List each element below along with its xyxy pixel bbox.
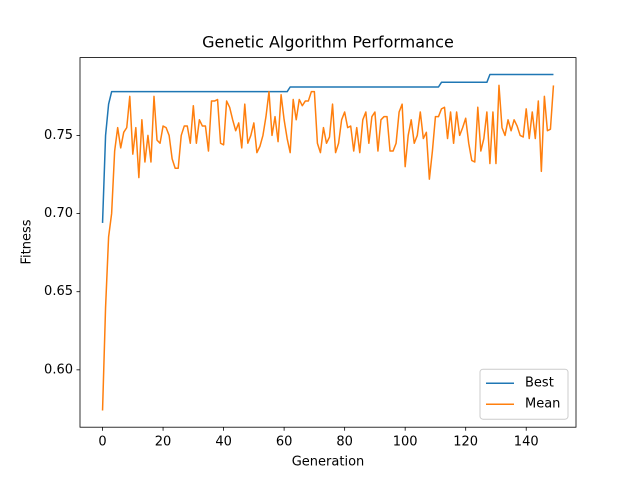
y-tick-label: 0.75 — [44, 128, 73, 143]
y-axis-label: Fitness — [20, 219, 35, 264]
x-tick-label: 60 — [276, 435, 293, 450]
x-tick-label: 120 — [453, 435, 478, 450]
chart-title: Genetic Algorithm Performance — [202, 33, 454, 52]
x-axis-label: Generation — [292, 455, 365, 470]
x-tick-label: 80 — [336, 435, 353, 450]
x-tick-label: 140 — [514, 435, 539, 450]
x-tick-label: 20 — [155, 435, 172, 450]
x-tick-label: 0 — [98, 435, 106, 450]
y-tick-label: 0.60 — [44, 362, 73, 377]
plot-frame — [79, 57, 577, 428]
legend-box — [479, 368, 569, 420]
series-line — [101, 73, 554, 223]
legend-label: Mean — [525, 397, 560, 412]
legend-label: Best — [525, 376, 554, 391]
y-tick-label: 0.65 — [44, 284, 73, 299]
x-tick-label: 40 — [215, 435, 232, 450]
y-tick-label: 0.70 — [44, 206, 73, 221]
x-tick-label: 100 — [393, 435, 418, 450]
series-line — [101, 84, 555, 411]
